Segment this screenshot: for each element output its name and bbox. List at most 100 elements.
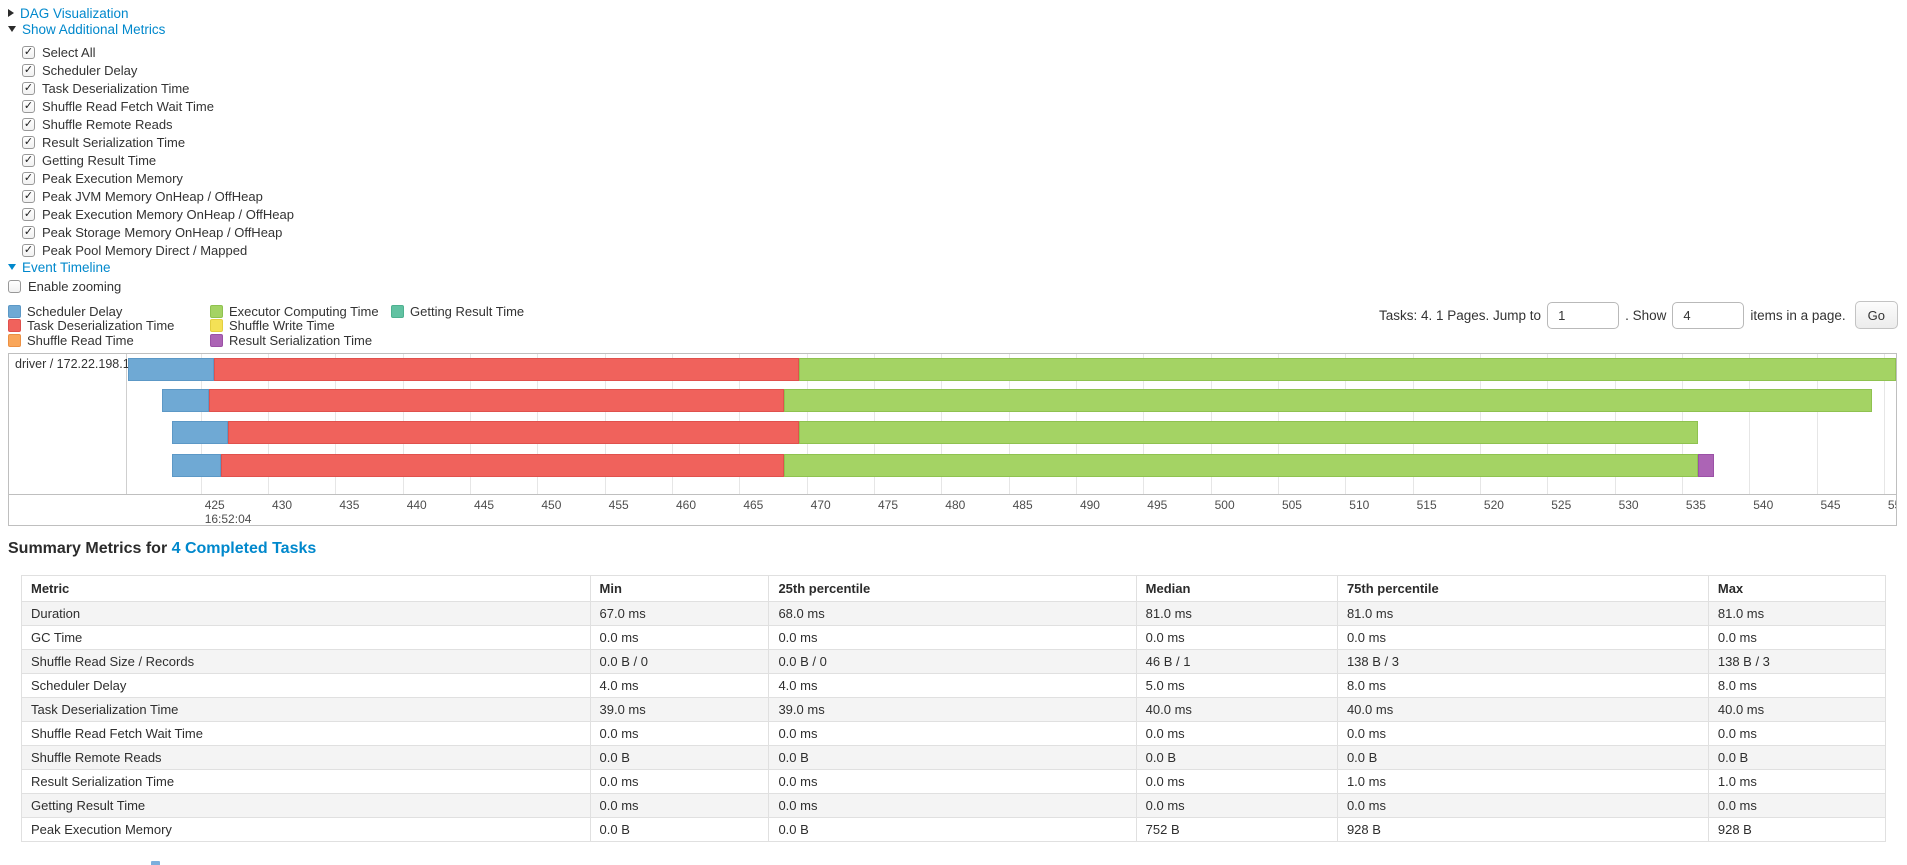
metric-value-cell: 0.0 ms bbox=[1336, 625, 1709, 650]
metric-value-cell: 81.0 ms bbox=[1336, 601, 1709, 626]
metric-checkbox-label: Peak Pool Memory Direct / Mapped bbox=[42, 242, 248, 258]
axis-tick-label: 450 bbox=[541, 498, 562, 512]
checkbox-icon[interactable]: ✓ bbox=[22, 153, 35, 167]
metric-value-cell: 0.0 B bbox=[1707, 745, 1887, 770]
checkbox-icon[interactable]: ✓ bbox=[22, 171, 35, 185]
metric-checkbox-item[interactable]: ✓ Select All bbox=[22, 43, 294, 61]
legend-swatch-icon bbox=[8, 333, 21, 347]
task-segment-executor-computing[interactable] bbox=[798, 421, 1699, 444]
go-button[interactable]: Go bbox=[1854, 301, 1898, 329]
checkbox-icon[interactable]: ✓ bbox=[22, 207, 35, 221]
metric-checkbox-item[interactable]: ✓ Result Serialization Time bbox=[22, 133, 294, 151]
metric-value-cell: 0.0 ms bbox=[589, 721, 770, 746]
task-segment-task-deserialization[interactable] bbox=[214, 358, 799, 381]
metric-checkbox-item[interactable]: ✓ Peak Execution Memory bbox=[22, 169, 294, 187]
metric-checkbox-label: Task Deserialization Time bbox=[42, 80, 190, 96]
metric-value-cell: 0.0 ms bbox=[768, 769, 1137, 794]
axis-tick-label: 500 bbox=[1214, 498, 1235, 512]
metric-checkbox-label: Select All bbox=[42, 44, 96, 60]
metric-checkbox-item[interactable]: ✓ Shuffle Remote Reads bbox=[22, 115, 294, 133]
metric-checkbox-item[interactable]: ✓ Peak Execution Memory OnHeap / OffHeap bbox=[22, 205, 294, 223]
checkbox-icon[interactable]: ✓ bbox=[22, 63, 35, 77]
jump-to-page-input[interactable] bbox=[1547, 301, 1620, 329]
metric-checkbox-item[interactable]: ✓ Scheduler Delay bbox=[22, 61, 294, 79]
event-timeline-toggle[interactable]: Event Timeline bbox=[8, 259, 294, 275]
task-segment-executor-computing[interactable] bbox=[783, 454, 1699, 477]
metric-value-cell: 81.0 ms bbox=[1707, 601, 1887, 626]
metric-checkbox-label: Getting Result Time bbox=[42, 152, 157, 168]
axis-tick-label: 530 bbox=[1618, 498, 1639, 512]
checkbox-icon[interactable]: ✓ bbox=[22, 81, 35, 95]
axis-tick-label: 535 bbox=[1685, 498, 1706, 512]
checkbox-icon[interactable]: ✓ bbox=[22, 189, 35, 203]
metric-checkbox-item[interactable]: ✓ Peak Pool Memory Direct / Mapped bbox=[22, 241, 294, 259]
pagination-suffix-text: items in a page. bbox=[1750, 307, 1846, 323]
legend-label: Getting Result Time bbox=[410, 303, 525, 319]
dag-visualization-toggle[interactable]: DAG Visualization bbox=[8, 5, 294, 21]
enable-zooming-checkbox[interactable] bbox=[8, 280, 21, 293]
task-segment-task-deserialization[interactable] bbox=[220, 454, 784, 477]
axis-tick-label: 510 bbox=[1349, 498, 1370, 512]
legend-label: Task Deserialization Time bbox=[27, 318, 175, 334]
table-row: Scheduler Delay 4.0 ms 4.0 ms 5.0 ms 8.0 ms 8… bbox=[21, 673, 1887, 698]
legend-item-shuffle-write: Shuffle Write Time bbox=[210, 318, 391, 333]
metric-value-cell: 8.0 ms bbox=[1336, 673, 1709, 698]
items-per-page-input[interactable] bbox=[1672, 301, 1745, 329]
expanded-arrow-icon bbox=[8, 264, 16, 270]
task-segment-task-deserialization[interactable] bbox=[227, 421, 799, 444]
metric-name-cell: Shuffle Remote Reads bbox=[21, 745, 591, 770]
table-row: Shuffle Read Size / Records 0.0 B / 0 0.0 … bbox=[21, 649, 1887, 674]
checkbox-icon[interactable]: ✓ bbox=[22, 243, 35, 257]
axis-tick-label: 505 bbox=[1281, 498, 1302, 512]
legend-swatch-icon bbox=[391, 304, 404, 318]
pagination-mid-text: . Show bbox=[1625, 307, 1667, 323]
x-axis-labels: 425 430 435 440 445 450 455 460 465 470 475 480 485 4… bbox=[128, 495, 1896, 526]
legend-label: Shuffle Read Time bbox=[27, 332, 134, 348]
metric-value-cell: 4.0 ms bbox=[768, 673, 1137, 698]
task-segment-result-serialization[interactable] bbox=[1698, 454, 1715, 477]
task-segment-scheduler-delay[interactable] bbox=[172, 421, 228, 444]
task-segment-scheduler-delay[interactable] bbox=[172, 454, 221, 477]
metric-value-cell: 0.0 ms bbox=[1707, 625, 1887, 650]
axis-major-time-label: 16:52:04 bbox=[204, 512, 252, 526]
show-additional-metrics-toggle[interactable]: Show Additional Metrics bbox=[8, 21, 294, 37]
metric-name-cell: Shuffle Read Fetch Wait Time bbox=[21, 721, 591, 746]
task-segment-task-deserialization[interactable] bbox=[208, 389, 784, 412]
task-segment-scheduler-delay[interactable] bbox=[128, 358, 215, 381]
metric-checkbox-label: Peak Storage Memory OnHeap / OffHeap bbox=[42, 224, 283, 240]
gridline bbox=[1883, 354, 1885, 494]
axis-tick-label: 495 bbox=[1147, 498, 1168, 512]
metric-checkbox-item[interactable]: ✓ Peak JVM Memory OnHeap / OffHeap bbox=[22, 187, 294, 205]
table-header-cell: Median bbox=[1135, 575, 1338, 602]
metric-checkbox-item[interactable]: ✓ Getting Result Time bbox=[22, 151, 294, 169]
metric-value-cell: 0.0 ms bbox=[1707, 793, 1887, 818]
checkbox-icon[interactable]: ✓ bbox=[22, 45, 35, 59]
checkbox-icon[interactable]: ✓ bbox=[22, 135, 35, 149]
task-segment-scheduler-delay[interactable] bbox=[161, 389, 209, 412]
task-segment-executor-computing[interactable] bbox=[783, 389, 1872, 412]
metric-value-cell: 0.0 ms bbox=[768, 625, 1137, 650]
checkbox-icon[interactable]: ✓ bbox=[22, 225, 35, 239]
task-segment-executor-computing[interactable] bbox=[798, 358, 1896, 381]
gridline bbox=[1816, 354, 1818, 494]
metric-checkbox-item[interactable]: ✓ Task Deserialization Time bbox=[22, 79, 294, 97]
axis-tick-label: 490 bbox=[1079, 498, 1100, 512]
checkbox-icon[interactable]: ✓ bbox=[22, 99, 35, 113]
checkbox-icon[interactable]: ✓ bbox=[22, 117, 35, 131]
metric-value-cell: 928 B bbox=[1707, 817, 1887, 842]
metric-checkbox-label: Scheduler Delay bbox=[42, 62, 138, 78]
completed-tasks-link[interactable]: 4 Completed Tasks bbox=[171, 540, 317, 557]
metric-checkbox-item[interactable]: ✓ Peak Storage Memory OnHeap / OffHeap bbox=[22, 223, 294, 241]
metric-value-cell: 0.0 B / 0 bbox=[589, 649, 770, 674]
metric-name-cell: Peak Execution Memory bbox=[21, 817, 591, 842]
table-header-cell: Metric bbox=[21, 575, 591, 602]
metric-name-cell: Result Serialization Time bbox=[21, 769, 591, 794]
legend-item-task-deserialization: Task Deserialization Time bbox=[8, 318, 210, 334]
table-header-cell: 25th percentile bbox=[768, 575, 1137, 602]
event-timeline-label: Event Timeline bbox=[22, 259, 111, 275]
metric-value-cell: 40.0 ms bbox=[1135, 697, 1338, 722]
metric-value-cell: 5.0 ms bbox=[1135, 673, 1338, 698]
table-header-cell: Min bbox=[589, 575, 770, 602]
metric-name-cell: Getting Result Time bbox=[21, 793, 591, 818]
metric-checkbox-item[interactable]: ✓ Shuffle Read Fetch Wait Time bbox=[22, 97, 294, 115]
